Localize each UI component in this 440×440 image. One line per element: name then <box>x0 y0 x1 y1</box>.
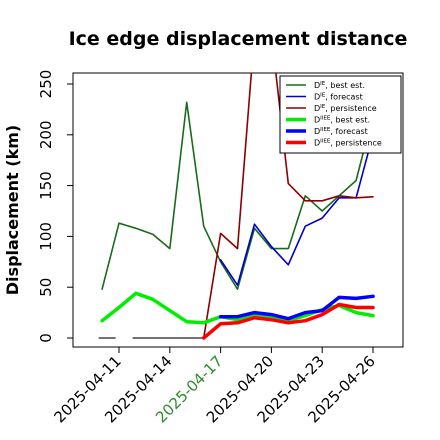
series-line-6 <box>201 302 375 340</box>
y-tick-label: 50 <box>37 278 55 297</box>
series-line-1 <box>101 101 374 291</box>
series-line-2 <box>219 134 374 287</box>
legend-label: DIE, persistence <box>314 104 377 113</box>
legend: DIE, best est. DIE, forecast DIE, persiste… <box>279 75 402 154</box>
chart-title: Ice edge displacement distance <box>69 28 408 50</box>
legend-label: DIE, forecast <box>314 93 363 102</box>
series-line-5 <box>218 294 375 321</box>
series-layer <box>98 73 375 340</box>
legend-label: DIIEE, best est. <box>314 116 370 125</box>
y-tick-label: 100 <box>37 222 55 251</box>
x-axis: 2025-04-112025-04-142025-04-172025-04-20… <box>50 346 379 426</box>
legend-box <box>279 75 402 154</box>
y-tick-label: 200 <box>37 120 55 149</box>
y-tick-label: 150 <box>37 171 55 200</box>
legend-label: DIE, best est. <box>314 81 365 90</box>
legend-label: DIIEE, forecast <box>314 127 368 136</box>
y-axis-label: Displacement (km) <box>3 125 22 295</box>
legend-label: DIIEE, persistence <box>314 139 382 148</box>
series-line-3 <box>202 73 374 339</box>
y-axis: 0 50 100 150 200 250 <box>37 70 74 343</box>
y-tick-label: 0 <box>37 333 55 343</box>
y-tick-label: 250 <box>37 70 55 99</box>
